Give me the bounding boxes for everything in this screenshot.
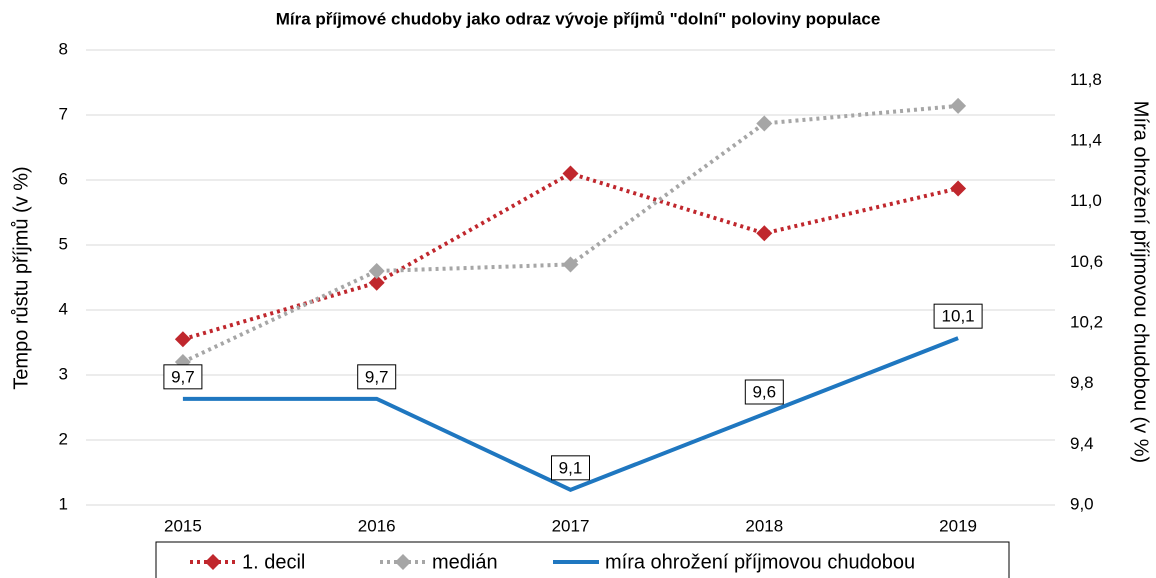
x-tick-label: 2016 bbox=[358, 516, 396, 535]
data-label-box bbox=[163, 364, 203, 390]
y-tick-label: 4 bbox=[59, 299, 68, 318]
line bbox=[182, 171, 959, 342]
marker bbox=[950, 180, 967, 197]
line bbox=[182, 103, 959, 364]
data-label: 9,7 bbox=[365, 367, 389, 386]
y2-axis-label: Míra ohrožení příjmovou chudobou (v %) bbox=[1130, 101, 1152, 463]
y2-tick-label: 10,2 bbox=[1070, 312, 1103, 331]
marker bbox=[756, 225, 773, 242]
marker bbox=[756, 115, 773, 132]
y2-tick-label: 10,6 bbox=[1070, 252, 1103, 271]
x-tick-label: 2017 bbox=[552, 516, 590, 535]
legend-label: 1. decil bbox=[242, 551, 305, 573]
y-tick-label: 8 bbox=[59, 39, 68, 58]
y2-tick-label: 9,8 bbox=[1070, 373, 1094, 392]
data-label-box bbox=[551, 455, 590, 481]
y2-tick-label: 11,4 bbox=[1070, 130, 1102, 149]
y-tick-label: 7 bbox=[59, 104, 68, 123]
data-label-box bbox=[357, 364, 397, 390]
legend-label: medián bbox=[432, 551, 498, 573]
line bbox=[182, 336, 959, 493]
y-tick-label: 1 bbox=[59, 494, 68, 513]
y-tick-label: 2 bbox=[59, 429, 68, 448]
data-label: 9,7 bbox=[171, 367, 195, 386]
marker bbox=[562, 256, 579, 273]
marker bbox=[562, 165, 579, 182]
y-tick-label: 3 bbox=[59, 364, 68, 383]
y-tick-label: 6 bbox=[59, 169, 68, 188]
x-tick-label: 2019 bbox=[939, 516, 977, 535]
y2-tick-label: 11,8 bbox=[1070, 70, 1102, 89]
y-axis-label: Tempo růstu příjmů (v %) bbox=[10, 166, 32, 389]
y2-tick-label: 11,0 bbox=[1070, 191, 1102, 210]
legend-label: míra ohrožení příjmovou chudobou bbox=[605, 551, 915, 573]
y-tick-label: 5 bbox=[59, 234, 68, 253]
data-label-box bbox=[933, 303, 983, 329]
data-label: 10,1 bbox=[942, 307, 975, 326]
data-label-box bbox=[744, 379, 784, 405]
marker bbox=[174, 331, 191, 348]
data-label: 9,1 bbox=[559, 458, 583, 477]
marker bbox=[368, 263, 385, 279]
data-label: 9,6 bbox=[752, 382, 776, 401]
legend-marker bbox=[205, 554, 221, 570]
marker bbox=[950, 97, 967, 114]
y2-tick-label: 9,0 bbox=[1070, 494, 1094, 513]
x-tick-label: 2018 bbox=[745, 516, 783, 535]
x-tick-label: 2015 bbox=[164, 516, 202, 535]
chart-title: Míra příjmové chudoby jako odraz vývoje … bbox=[276, 9, 881, 28]
y2-tick-label: 9,4 bbox=[1070, 434, 1094, 453]
legend-marker bbox=[395, 554, 411, 570]
marker bbox=[368, 274, 385, 291]
